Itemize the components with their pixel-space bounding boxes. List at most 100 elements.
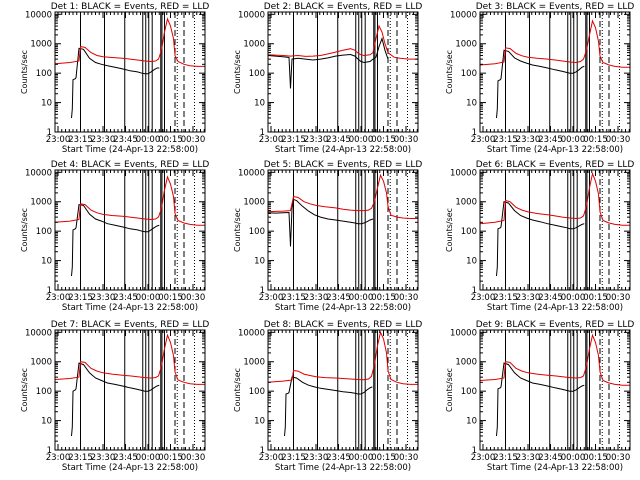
chart-panel-det-1: 1 10 100 1000 10000 23:0023:1523:3023:4500:00… <box>20 2 209 155</box>
series-line-lld <box>479 333 630 386</box>
y-tick-label: 100 <box>249 69 265 79</box>
x-tick-label: 23:30 <box>304 453 329 463</box>
x-tick-label: 00:15 <box>583 135 608 145</box>
x-tick-label: 00:15 <box>371 453 396 463</box>
x-tick-label: 00:30 <box>181 293 206 303</box>
y-tick-label: 1 <box>47 446 52 456</box>
x-tick-label: 23:15 <box>281 453 306 463</box>
x-tick-label: 00:15 <box>158 135 183 145</box>
x-tick-label: 00:00 <box>136 135 161 145</box>
y-tick-label: 10 <box>466 257 477 267</box>
x-tick-label: 00:30 <box>181 135 206 145</box>
x-tick-label: 00:00 <box>136 453 161 463</box>
x-tick-label: 23:15 <box>68 293 93 303</box>
x-axis-label: Start Time (24-Apr-13 22:58:00) <box>62 303 198 313</box>
x-tick-label: 23:30 <box>516 453 541 463</box>
y-tick-label: 1 <box>260 128 265 138</box>
y-tick-label: 1000 <box>455 198 477 208</box>
chart-panel-det-3: 1 10 100 1000 10000 23:0023:1523:3023:4500:00… <box>445 2 634 155</box>
series-line-events <box>71 204 160 277</box>
series-line-lld <box>267 24 418 60</box>
y-tick-label: 100 <box>36 227 52 237</box>
chart-panel-det-2: 1 10 100 1000 10000 23:0023:1523:3023:4500:00… <box>233 2 422 155</box>
y-axis-label: Counts/sec <box>445 208 454 252</box>
x-tick-label: 00:30 <box>394 135 419 145</box>
y-tick-label: 1 <box>47 286 52 296</box>
y-tick-label: 1 <box>260 446 265 456</box>
x-axis-label: Start Time (24-Apr-13 22:58:00) <box>275 145 411 155</box>
series-line-lld <box>479 19 630 68</box>
x-tick-label: 23:00 <box>471 293 496 303</box>
x-tick-label: 00:15 <box>158 293 183 303</box>
chart-title: Det 2: BLACK = Events, RED = LLD <box>264 2 423 12</box>
x-tick-label: 23:45 <box>326 453 351 463</box>
y-tick-label: 100 <box>461 227 477 237</box>
chart-title: Det 8: BLACK = Events, RED = LLD <box>264 320 423 330</box>
x-tick-label: 23:45 <box>113 453 138 463</box>
y-axis-label: Counts/sec <box>445 368 454 412</box>
x-tick-label: 00:00 <box>349 293 374 303</box>
x-tick-label: 23:00 <box>259 135 284 145</box>
y-axis-label: Counts/sec <box>233 208 242 252</box>
plot-frame <box>54 11 206 133</box>
x-tick-label: 23:00 <box>46 293 71 303</box>
x-tick-label: 00:15 <box>371 135 396 145</box>
y-tick-label: 10 <box>41 99 52 109</box>
x-tick-label: 23:45 <box>113 293 138 303</box>
x-tick-label: 23:45 <box>326 135 351 145</box>
y-tick-label: 10000 <box>450 168 477 178</box>
plot-frame <box>267 11 419 133</box>
plot-frame <box>479 169 631 291</box>
y-tick-label: 1000 <box>243 40 265 50</box>
x-tick-label: 00:30 <box>181 453 206 463</box>
y-axis-label: Counts/sec <box>20 368 29 412</box>
y-tick-label: 1000 <box>455 40 477 50</box>
series-line-events <box>267 198 374 247</box>
y-tick-label: 100 <box>461 69 477 79</box>
x-tick-label: 23:30 <box>91 453 116 463</box>
series-line-events <box>267 36 389 89</box>
x-tick-label: 23:30 <box>516 293 541 303</box>
y-tick-label: 10 <box>466 417 477 427</box>
x-tick-label: 00:15 <box>583 453 608 463</box>
x-tick-label: 23:00 <box>46 453 71 463</box>
chart-panel-det-9: 1 10 100 1000 10000 23:0023:1523:3023:4500:00… <box>445 320 634 473</box>
series-line-lld <box>54 333 205 385</box>
x-tick-label: 23:00 <box>259 453 284 463</box>
y-tick-label: 1 <box>260 286 265 296</box>
x-axis-label: Start Time (24-Apr-13 22:58:00) <box>487 303 623 313</box>
chart-title: Det 6: BLACK = Events, RED = LLD <box>476 160 635 170</box>
y-tick-label: 10000 <box>25 10 52 20</box>
y-tick-label: 100 <box>249 387 265 397</box>
x-tick-label: 00:00 <box>561 453 586 463</box>
x-axis-label: Start Time (24-Apr-13 22:58:00) <box>62 463 198 473</box>
y-tick-label: 1 <box>472 446 477 456</box>
x-tick-label: 23:00 <box>46 135 71 145</box>
x-tick-label: 00:30 <box>394 293 419 303</box>
chart-title: Det 7: BLACK = Events, RED = LLD <box>51 320 210 330</box>
series-line-events <box>71 362 160 437</box>
plot-frame <box>54 169 206 291</box>
series-line-events <box>71 47 160 119</box>
chart-title: Det 4: BLACK = Events, RED = LLD <box>51 160 210 170</box>
plot-frame <box>267 169 419 291</box>
chart-panel-det-6: 1 10 100 1000 10000 23:0023:1523:3023:4500:00… <box>445 160 634 313</box>
plot-frame <box>479 11 631 133</box>
y-axis-label: Counts/sec <box>445 50 454 94</box>
x-tick-label: 23:15 <box>68 453 93 463</box>
series-line-lld <box>267 330 418 385</box>
chart-panel-det-7: 1 10 100 1000 10000 23:0023:1523:3023:4500:00… <box>20 320 209 473</box>
x-tick-label: 23:30 <box>91 293 116 303</box>
y-tick-label: 10 <box>41 257 52 267</box>
x-axis-label: Start Time (24-Apr-13 22:58:00) <box>487 463 623 473</box>
y-tick-label: 1000 <box>30 198 52 208</box>
chart-title: Det 9: BLACK = Events, RED = LLD <box>476 320 635 330</box>
y-tick-label: 1000 <box>243 358 265 368</box>
y-tick-label: 10000 <box>450 10 477 20</box>
x-tick-label: 23:45 <box>538 293 563 303</box>
series-line-events <box>496 201 585 277</box>
x-tick-label: 23:15 <box>68 135 93 145</box>
x-tick-label: 00:15 <box>158 453 183 463</box>
x-tick-label: 00:00 <box>349 453 374 463</box>
chart-panel-det-8: 1 10 100 1000 10000 23:0023:1523:3023:4500:00… <box>233 320 422 473</box>
